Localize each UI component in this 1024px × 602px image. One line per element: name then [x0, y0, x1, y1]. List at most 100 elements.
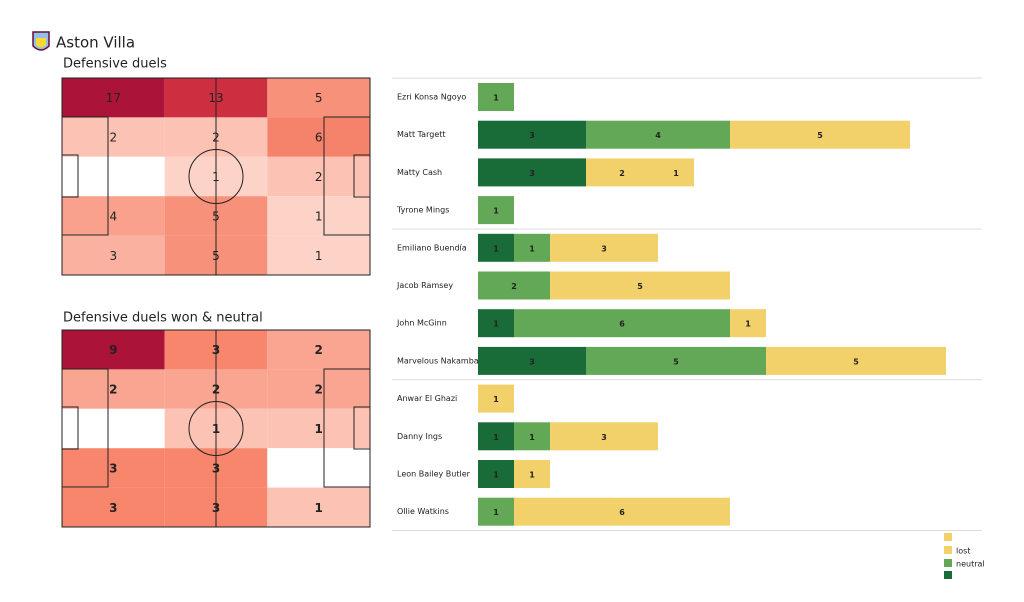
player-name: Matt Targett	[397, 130, 446, 139]
bar-label: 5	[673, 357, 679, 366]
bar-segment	[586, 346, 766, 375]
goal-box	[61, 154, 79, 198]
bar-label: 4	[655, 131, 661, 140]
bar-label: 1	[529, 433, 535, 442]
bar-label: 1	[493, 433, 499, 442]
player-name: John McGinn	[396, 319, 447, 328]
bar-label: 1	[745, 320, 751, 329]
heatmap-title: Defensive duels won & neutral	[63, 311, 263, 326]
bar-segment	[514, 233, 550, 262]
heat-cell	[267, 408, 370, 449]
cell-label: 1	[314, 501, 322, 515]
bar-segment	[586, 120, 730, 149]
bar-segment	[478, 460, 514, 488]
legend-label: neutral	[956, 560, 985, 569]
heat-cell	[267, 369, 370, 409]
heat-cell	[62, 235, 165, 275]
bar-segment	[586, 158, 658, 187]
empty-cell	[62, 156, 165, 197]
bar-segment	[730, 120, 910, 149]
cell-label: 2	[315, 170, 323, 184]
player-name: Ollie Watkins	[397, 507, 449, 516]
bar-segment	[478, 346, 586, 375]
heat-cell	[62, 369, 165, 409]
bar-segment	[658, 158, 694, 187]
cell-label: 3	[110, 249, 118, 263]
bar-label: 3	[601, 244, 607, 253]
goal-box	[353, 154, 371, 198]
heat-cell	[267, 330, 370, 370]
player-name: Leon Bailey Butler	[397, 470, 471, 479]
heat-cell	[62, 117, 165, 157]
bar-segment	[514, 460, 550, 488]
player-name: Marvelous Nakamba	[397, 356, 479, 365]
cell-label: 4	[110, 209, 118, 223]
cell-label: 2	[109, 383, 117, 397]
heatmap-title: Defensive duels	[63, 57, 167, 72]
bar-segment	[478, 158, 586, 187]
centre-circle	[188, 149, 244, 204]
heat-cell	[267, 487, 370, 527]
legend-swatch	[944, 546, 952, 554]
empty-cell	[62, 408, 165, 449]
player-name: Ezri Konsa Ngoyo	[397, 93, 466, 102]
cell-label: 6	[315, 131, 323, 145]
bar-label: 1	[529, 471, 535, 480]
heat-cell	[267, 196, 370, 236]
cell-label: 3	[109, 501, 117, 515]
club-badge	[32, 31, 50, 51]
bar-segment	[550, 233, 658, 262]
bar-label: 3	[601, 433, 607, 442]
legend-swatch	[944, 559, 952, 567]
heat-cell	[267, 156, 370, 197]
bar-segment	[478, 271, 550, 300]
legend-swatch	[944, 571, 952, 579]
bar-segment	[478, 497, 514, 526]
bar-label: 1	[493, 94, 499, 103]
cell-label: 2	[314, 383, 322, 397]
centre-circle	[188, 401, 244, 456]
heat-cell	[62, 487, 165, 527]
bar-label: 3	[529, 357, 535, 366]
bar-label: 2	[511, 282, 517, 291]
heat-cell	[62, 196, 165, 236]
bar-label: 1	[493, 508, 499, 517]
heat-cell	[62, 448, 165, 488]
bar-segment	[550, 422, 658, 451]
bar-label: 2	[619, 169, 625, 178]
bar-segment	[478, 422, 514, 451]
bar-label: 6	[619, 508, 625, 517]
bar-segment	[514, 422, 550, 451]
cell-label: 1	[315, 209, 323, 223]
bar-label: 6	[619, 320, 625, 329]
page-title: Aston Villa	[56, 34, 135, 52]
bar-label: 1	[493, 320, 499, 329]
bar-label: 5	[853, 357, 859, 366]
bar-segment	[550, 271, 730, 300]
cell-label: 2	[110, 131, 118, 145]
goal-box	[61, 406, 79, 450]
bar-label: 1	[493, 471, 499, 480]
bar-segment	[478, 120, 586, 149]
goal-box	[353, 406, 371, 450]
heat-cell	[267, 78, 370, 118]
cell-label: 3	[109, 461, 117, 475]
player-name: Matty Cash	[397, 168, 442, 177]
bar-label: 5	[817, 131, 823, 140]
player-name: Jacob Ramsey	[396, 281, 453, 290]
bar-label: 1	[493, 244, 499, 253]
heat-cell	[62, 330, 165, 370]
cell-label: 2	[314, 343, 322, 357]
cell-label: 17	[106, 91, 121, 105]
bar-segment	[478, 83, 514, 111]
legend-label: lost	[956, 547, 970, 556]
bar-segment	[514, 309, 730, 338]
player-name: Emiliano Buendía	[397, 243, 467, 252]
heat-cell	[267, 117, 370, 157]
heat-cell	[267, 235, 370, 275]
bar-segment	[478, 233, 514, 262]
bar-segment	[478, 196, 514, 225]
player-name: Anwar El Ghazi	[397, 394, 457, 403]
bar-label: 1	[493, 207, 499, 216]
